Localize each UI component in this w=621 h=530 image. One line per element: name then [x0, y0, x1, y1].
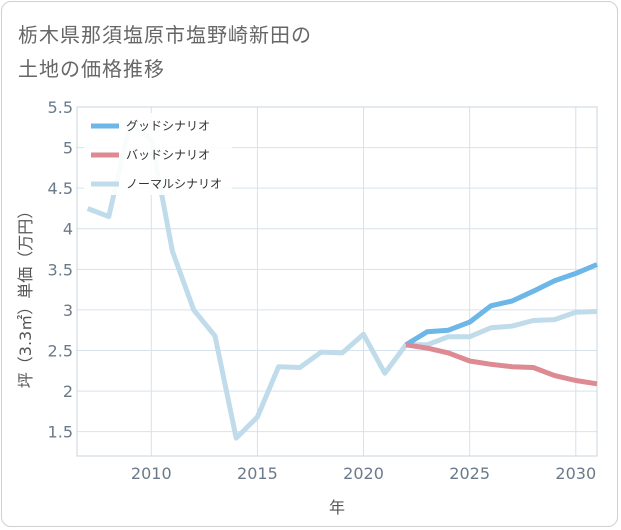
y-tick-label: 2.5	[48, 341, 73, 360]
legend-label: バッドシナリオ	[126, 148, 210, 162]
y-tick-label: 4.5	[48, 179, 73, 198]
y-tick-label: 4	[63, 220, 73, 239]
y-tick-label: 1.5	[48, 423, 73, 442]
y-tick-label: 3.5	[48, 260, 73, 279]
y-tick-label: 3	[63, 301, 73, 320]
x-tick-label: 2030	[555, 464, 596, 483]
series-lines	[86, 120, 598, 441]
y-axis-label: 坪（3.3㎡）単価（万円）	[16, 203, 35, 388]
series-line-0	[404, 262, 598, 347]
chart-title: 栃木県那須塩原市塩野崎新田の 土地の価格推移	[18, 23, 312, 81]
x-tick-label: 2010	[131, 464, 172, 483]
tick-labels: 1.5 2 2.5 3 3.5 4 4.5 5 5.5 2010 2015 2020 2025 2030	[48, 98, 597, 483]
plot-area	[76, 106, 598, 457]
y-tick-label: 2	[63, 382, 73, 401]
series-line-1	[405, 342, 598, 387]
x-tick-label: 2015	[237, 464, 278, 483]
series-line-2	[86, 120, 598, 441]
x-axis-label: 年	[329, 498, 345, 517]
y-tick-label: 5.5	[48, 98, 73, 117]
legend-label: グッドシナリオ	[126, 119, 210, 133]
y-tick-label: 5	[63, 139, 73, 158]
legend-label: ノーマルシナリオ	[126, 177, 222, 191]
x-tick-label: 2020	[343, 464, 384, 483]
x-tick-label: 2025	[449, 464, 490, 483]
